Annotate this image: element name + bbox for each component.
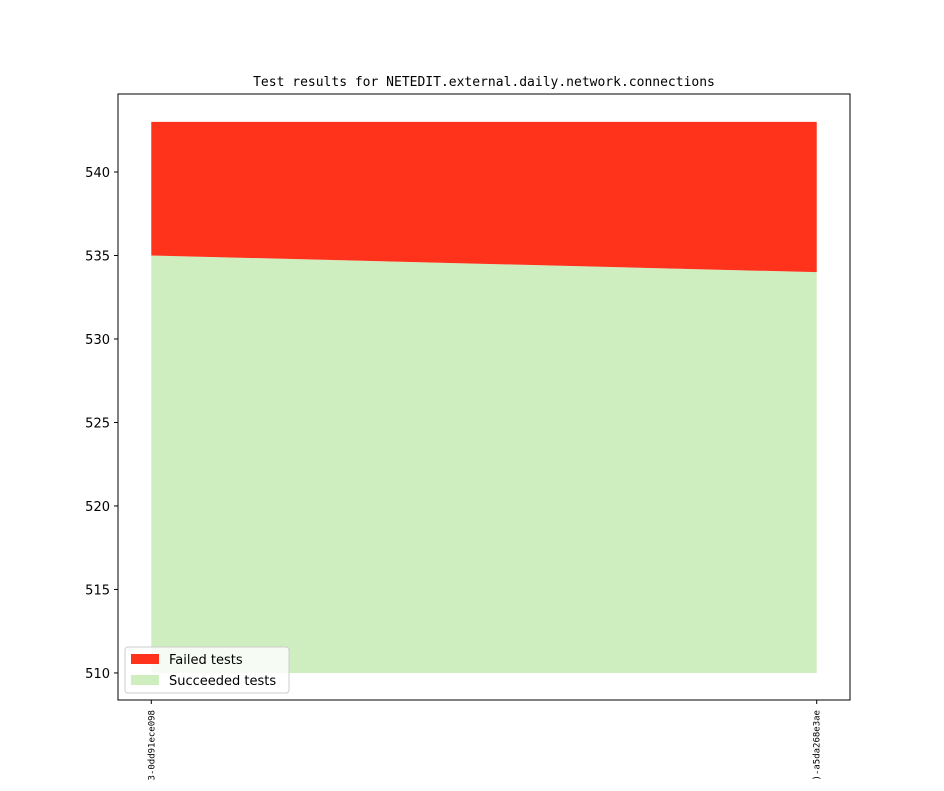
- legend-frame: [124, 646, 290, 694]
- y-tick-label: 535: [85, 249, 110, 264]
- area: [151, 121, 817, 273]
- chart-title: Test results for NETEDIT.external.daily.…: [253, 75, 715, 90]
- legend-swatch: [131, 654, 159, 664]
- legend-label: Succeeded tests: [169, 674, 276, 689]
- y-tick-label: 530: [85, 333, 110, 348]
- x-tick-label: 3-0dd91ece098: [147, 710, 157, 780]
- y-tick-label: 520: [85, 500, 110, 515]
- y-tick-label: 540: [85, 166, 110, 181]
- y-tick-label: 525: [85, 416, 110, 431]
- legend-label: Failed tests: [169, 653, 243, 668]
- x-tick-label: )-a5da268e3ae: [813, 710, 823, 780]
- y-tick-label: 510: [85, 667, 110, 682]
- plot-frame: [117, 93, 851, 701]
- legend-swatch: [131, 675, 159, 685]
- area: [151, 255, 817, 673]
- legend: Failed tests Succeeded tests: [124, 646, 290, 694]
- y-tick-label: 515: [85, 583, 110, 598]
